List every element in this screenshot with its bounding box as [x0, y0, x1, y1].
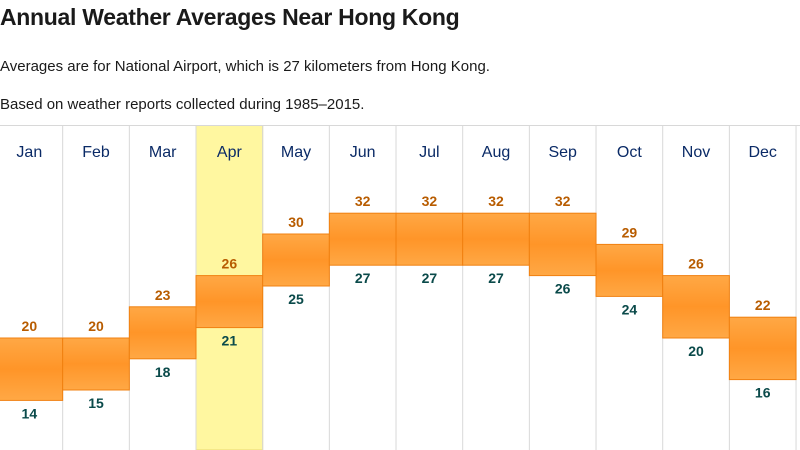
temp-bar-sep	[528, 212, 597, 277]
month-label-sep: Sep	[548, 144, 577, 161]
low-label-nov: 20	[688, 343, 704, 359]
page-title: Annual Weather Averages Near Hong Kong	[0, 4, 460, 30]
low-label-aug: 27	[488, 270, 504, 286]
low-label-mar: 18	[155, 364, 171, 380]
temp-bar-oct	[595, 243, 664, 297]
high-label-dec: 22	[755, 297, 771, 313]
high-label-jul: 32	[422, 193, 438, 209]
low-label-jan: 14	[22, 405, 38, 421]
high-label-jun: 32	[355, 193, 371, 209]
temp-bar-nov	[662, 275, 730, 339]
high-label-sep: 32	[555, 193, 571, 209]
low-label-jun: 27	[355, 270, 371, 286]
temp-bar-mar	[128, 306, 197, 360]
month-label-feb: Feb	[82, 144, 110, 161]
high-label-feb: 20	[88, 318, 104, 334]
month-label-apr: Apr	[217, 144, 243, 161]
low-label-apr: 21	[222, 333, 238, 349]
month-label-jul: Jul	[419, 144, 439, 161]
temp-bar-jul	[395, 212, 464, 266]
temp-bar-jan	[0, 337, 64, 401]
month-label-jan: Jan	[16, 144, 42, 161]
temp-bar-feb	[62, 337, 130, 391]
low-label-dec: 16	[755, 385, 771, 401]
subtitle-period: Based on weather reports collected durin…	[0, 96, 365, 113]
month-label-may: May	[281, 144, 311, 161]
high-label-nov: 26	[688, 256, 704, 272]
low-label-sep: 26	[555, 281, 571, 297]
temp-bar-jun	[328, 212, 397, 266]
temp-bar-apr	[195, 275, 264, 329]
low-label-feb: 15	[88, 395, 104, 411]
low-label-may: 25	[288, 291, 304, 307]
high-label-may: 30	[288, 214, 304, 230]
high-label-aug: 32	[488, 193, 504, 209]
temp-bar-aug	[462, 212, 530, 266]
subtitle-location: Averages are for National Airport, which…	[0, 58, 490, 75]
month-label-nov: Nov	[682, 144, 710, 161]
high-label-oct: 29	[622, 224, 638, 240]
low-label-oct: 24	[622, 301, 638, 317]
high-label-jan: 20	[22, 318, 38, 334]
month-label-dec: Dec	[748, 144, 776, 161]
month-label-oct: Oct	[617, 144, 642, 161]
temp-bar-dec	[728, 316, 797, 381]
temp-bar-may	[262, 233, 330, 287]
month-label-aug: Aug	[482, 144, 510, 161]
month-label-jun: Jun	[350, 144, 376, 161]
high-label-mar: 23	[155, 287, 171, 303]
temperature-chart: Jan 20 14 Feb 20 15 Mar 23 18 Apr 26 21 May 30 25 Jun 32…	[0, 125, 800, 450]
low-label-jul: 27	[422, 270, 438, 286]
month-label-mar: Mar	[149, 144, 177, 161]
high-label-apr: 26	[222, 256, 238, 272]
